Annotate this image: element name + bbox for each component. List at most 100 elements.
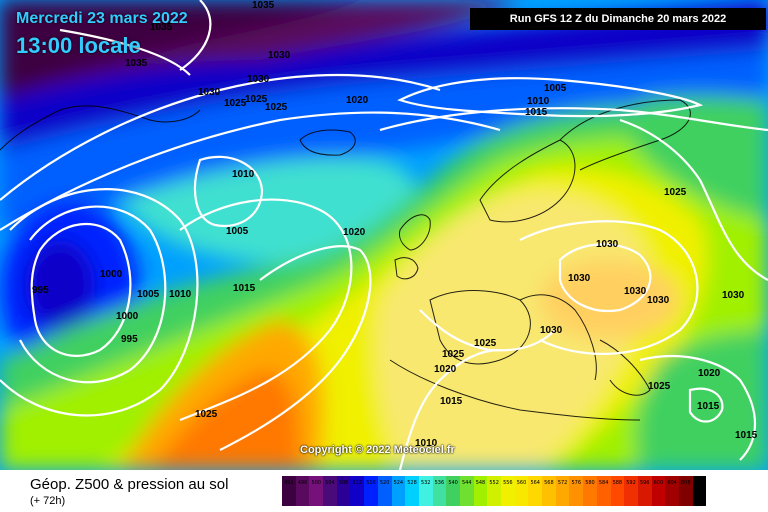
isobar-label: 1025 xyxy=(474,338,497,349)
legend-cell: 572 xyxy=(555,476,570,506)
copyright: Copyright © 2022 Meteociel.fr xyxy=(300,444,455,456)
isobar-label: 1025 xyxy=(442,349,465,360)
legend-cell: 564 xyxy=(528,476,543,506)
legend-cell: 600 xyxy=(651,476,666,506)
legend-cell: 612 xyxy=(692,476,707,506)
legend-cell: 588 xyxy=(610,476,625,506)
legend-cell: 528 xyxy=(405,476,419,506)
legend-value: 604 xyxy=(667,480,677,486)
weather-map: 1035 1035 1035 1030 1030 1030 1025 1025 … xyxy=(0,0,768,470)
legend-cell: 500 xyxy=(309,476,324,506)
isobar-label: 1020 xyxy=(434,364,457,375)
legend-cell: 580 xyxy=(583,476,597,506)
isobar-label: 1035 xyxy=(252,0,275,11)
legend-value: 612 xyxy=(694,480,705,486)
legend-cell: 492 xyxy=(282,476,296,506)
legend-cell: 592 xyxy=(624,476,638,506)
isobar-labels: 1035 1035 1035 1030 1030 1030 1025 1025 … xyxy=(32,0,758,449)
legend-value: 504 xyxy=(325,480,335,486)
isobar-label: 1010 xyxy=(169,289,192,300)
isobar-label: 1000 xyxy=(100,269,123,280)
isobar-label: 1020 xyxy=(346,95,369,106)
legend-value: 564 xyxy=(530,480,540,486)
isobar-label: 1015 xyxy=(233,283,256,294)
isobar-label: 1025 xyxy=(664,187,687,198)
legend-value: 596 xyxy=(639,480,650,486)
legend-value: 592 xyxy=(626,480,636,486)
map-svg: 1035 1035 1035 1030 1030 1030 1025 1025 … xyxy=(0,0,768,470)
isobar-label: 1025 xyxy=(195,409,218,420)
run-info: Run GFS 12 Z du Dimanche 20 mars 2022 xyxy=(470,8,766,30)
legend-cell: 604 xyxy=(665,476,679,506)
legend-cell: 524 xyxy=(391,476,406,506)
legend-value: 568 xyxy=(544,480,554,486)
legend-cell: 496 xyxy=(295,476,310,506)
legend-value: 540 xyxy=(448,480,458,486)
isobar-label: 1030 xyxy=(198,87,221,98)
legend-value: 508 xyxy=(338,480,349,486)
isobar-label: 1035 xyxy=(125,58,148,69)
isobar-label: 1020 xyxy=(343,227,366,238)
isobar-label: 1015 xyxy=(525,107,548,118)
legend-cell: 584 xyxy=(596,476,611,506)
legend-value: 572 xyxy=(557,480,568,486)
isobar-label: 1020 xyxy=(698,368,721,379)
isobar-label: 1015 xyxy=(697,401,720,412)
isobars xyxy=(0,0,768,470)
isobar-label: 1030 xyxy=(540,325,563,336)
legend-value: 532 xyxy=(420,480,431,486)
isobar-label: 1005 xyxy=(226,226,249,237)
isobar-label: 995 xyxy=(121,334,138,345)
footer-bar: Géop. Z500 & pression au sol (+ 72h) 492… xyxy=(0,470,768,512)
isobar-label: 1010 xyxy=(527,96,550,107)
legend-value: 556 xyxy=(503,480,513,486)
legend-cell: 516 xyxy=(364,476,378,506)
coastlines xyxy=(0,99,691,421)
isobar-label: 1030 xyxy=(624,286,647,297)
legend-cell: 596 xyxy=(637,476,652,506)
isobar-label: 1015 xyxy=(440,396,463,407)
isobar-label: 1010 xyxy=(415,438,438,449)
isobar-label: 1010 xyxy=(232,169,255,180)
legend-cell: 536 xyxy=(432,476,447,506)
legend-value: 516 xyxy=(366,480,376,486)
color-legend: 492 496 500 504 508 512 516 520 524 528 532 536 540 5… xyxy=(282,476,707,506)
legend-value: 544 xyxy=(462,480,472,486)
legend-cell: 556 xyxy=(501,476,515,506)
legend-value: 500 xyxy=(311,480,321,486)
legend-cell: 548 xyxy=(473,476,488,506)
forecast-time: 13:00 locale xyxy=(16,33,141,58)
legend-cell: 576 xyxy=(569,476,584,506)
isobar-label: 1005 xyxy=(137,289,160,300)
legend-cell: 520 xyxy=(377,476,392,506)
legend-value: 584 xyxy=(598,480,609,486)
isobar-label: 1000 xyxy=(116,311,139,322)
legend-value: 608 xyxy=(681,480,691,486)
isobar-label: 1025 xyxy=(265,102,288,113)
isobar-label: 1030 xyxy=(268,50,291,61)
legend-value: 548 xyxy=(475,480,486,486)
legend-cell: 504 xyxy=(323,476,337,506)
isobar-label: 1025 xyxy=(245,94,268,105)
legend-value: 528 xyxy=(407,480,417,486)
lead-time: (+ 72h) xyxy=(30,495,66,507)
legend-value: 536 xyxy=(434,480,445,486)
legend-value: 576 xyxy=(571,480,582,486)
legend-cell: 540 xyxy=(446,476,460,506)
legend-value: 600 xyxy=(653,480,664,486)
isobar-label: 1005 xyxy=(544,83,567,94)
legend-cell: 512 xyxy=(350,476,365,506)
legend-cell: 568 xyxy=(542,476,556,506)
isobar-label: 1025 xyxy=(648,381,671,392)
legend-value: 496 xyxy=(297,480,308,486)
legend-value: 580 xyxy=(585,480,595,486)
isobar-label: 1030 xyxy=(247,74,270,85)
legend-value: 512 xyxy=(352,480,363,486)
legend-cell: 544 xyxy=(459,476,474,506)
legend-value: 524 xyxy=(393,480,404,486)
legend-value: 492 xyxy=(284,480,294,486)
legend-cell: 532 xyxy=(418,476,433,506)
forecast-date: Mercredi 23 mars 2022 xyxy=(16,10,188,27)
isobar-label: 995 xyxy=(32,285,49,296)
legend-cell: 560 xyxy=(514,476,529,506)
